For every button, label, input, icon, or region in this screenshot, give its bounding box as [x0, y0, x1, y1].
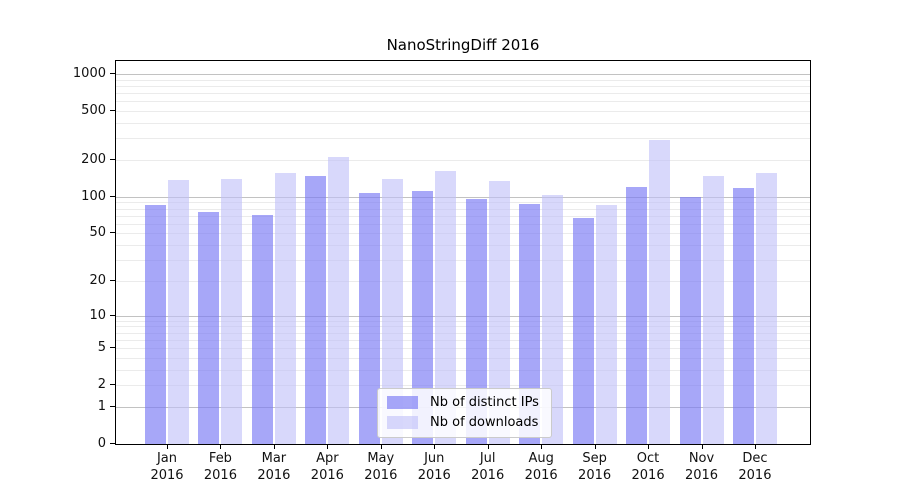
gridline-minor — [116, 159, 810, 161]
bar-downloads-jun — [435, 171, 457, 444]
bar-distinct-ips-oct — [626, 186, 648, 444]
gridline-minor — [116, 101, 810, 103]
gridline-major — [116, 196, 810, 198]
bar-downloads-mar — [274, 173, 296, 444]
bar-downloads-may — [381, 178, 403, 444]
y-tick-label: 20 — [89, 272, 106, 288]
x-tick-label: Aug 2016 — [524, 451, 558, 483]
gridline-minor — [116, 280, 810, 282]
bar-downloads-feb — [221, 178, 243, 444]
gridline-minor — [116, 339, 810, 341]
bar-distinct-ips-may — [358, 192, 380, 444]
y-tick-label: 5 — [97, 340, 106, 356]
gridline-minor — [116, 233, 810, 235]
y-tick-label: 0 — [97, 436, 106, 451]
gridline-minor — [116, 223, 810, 225]
bar-distinct-ips-sep — [572, 218, 594, 444]
y-tick-label: 1 — [97, 398, 106, 414]
x-tick-label: Jun 2016 — [417, 451, 451, 483]
gridline-minor — [116, 320, 810, 322]
gridline-minor — [116, 111, 810, 113]
gridline-major — [116, 74, 810, 75]
bar-downloads-apr — [328, 157, 350, 444]
gridline-major — [116, 315, 810, 317]
y-tick-label: 50 — [89, 225, 106, 241]
bar-downloads-jan — [168, 180, 189, 444]
gridline-minor — [116, 85, 810, 87]
bar-distinct-ips-dec — [732, 187, 754, 444]
y-tick-label: 1000 — [72, 66, 106, 81]
y-tick-label: 200 — [81, 151, 106, 167]
x-tick-label: Apr 2016 — [310, 451, 344, 483]
bar-distinct-ips-apr — [305, 176, 327, 444]
gridline-minor — [116, 357, 810, 359]
gridline-minor — [116, 260, 810, 262]
bar-distinct-ips-jul — [465, 199, 487, 444]
x-tick-label: Sep 2016 — [578, 451, 612, 483]
y-tick-label: 2 — [97, 377, 106, 393]
gridline-minor — [116, 348, 810, 350]
y-tick-label: 500 — [81, 103, 106, 119]
bar-distinct-ips-aug — [519, 203, 541, 444]
bar-distinct-ips-jun — [412, 190, 434, 444]
x-tick-label: Jul 2016 — [471, 451, 505, 483]
x-tick-label: Mar 2016 — [257, 451, 291, 483]
bar-distinct-ips-nov — [679, 197, 701, 444]
gridline-minor — [116, 79, 810, 81]
x-tick-label: Feb 2016 — [203, 451, 237, 483]
x-tick-label: Nov 2016 — [684, 451, 719, 483]
gridline-minor — [116, 138, 810, 140]
bar-distinct-ips-jan — [145, 205, 166, 444]
gridline-minor — [116, 215, 810, 217]
x-tick-label: Jan 2016 — [150, 451, 184, 483]
gridline-minor — [116, 326, 810, 328]
legend-item: Nb of distinct IPs — [387, 395, 539, 410]
chart-title: NanoStringDiff 2016 — [386, 36, 540, 54]
legend-swatch-distinct-ips — [387, 396, 418, 409]
legend-item: Nb of downloads — [387, 415, 539, 430]
y-tick-label: 10 — [89, 307, 106, 323]
gridline-minor — [116, 93, 810, 95]
gridline-minor — [116, 332, 810, 334]
bar-downloads-jul — [488, 180, 510, 444]
gridline-minor — [116, 208, 810, 210]
bar-distinct-ips-feb — [198, 212, 220, 444]
gridline-minor — [116, 385, 810, 387]
bar-downloads-oct — [649, 139, 671, 444]
legend-label: Nb of distinct IPs — [430, 395, 539, 410]
legend-swatch-downloads — [387, 416, 418, 429]
legend: Nb of distinct IPs Nb of downloads — [377, 388, 552, 438]
gridline-minor — [116, 122, 810, 124]
x-tick-label: Dec 2016 — [738, 451, 772, 483]
plot-area: Nb of distinct IPs Nb of downloads — [115, 60, 811, 445]
bar-downloads-aug — [542, 194, 564, 444]
bar-downloads-sep — [595, 205, 617, 444]
legend-label: Nb of downloads — [430, 415, 539, 430]
bar-downloads-dec — [755, 173, 777, 444]
bar-downloads-nov — [702, 176, 724, 444]
gridline-minor — [116, 245, 810, 247]
gridline-minor — [116, 202, 810, 204]
x-tick-label: May 2016 — [364, 451, 398, 483]
gridline-minor — [116, 369, 810, 371]
bar-distinct-ips-mar — [251, 214, 273, 444]
y-tick-label: 100 — [81, 188, 106, 204]
x-tick-label: Oct 2016 — [631, 451, 665, 483]
